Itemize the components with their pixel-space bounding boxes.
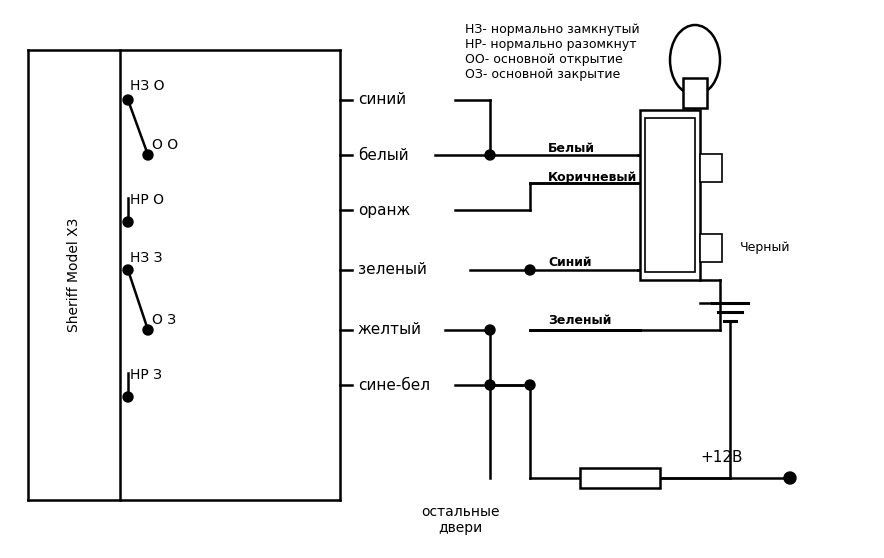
Circle shape <box>485 325 495 335</box>
Text: белый: белый <box>358 147 408 162</box>
Bar <box>700 154 722 182</box>
Text: О О: О О <box>152 138 178 152</box>
Bar <box>700 234 722 262</box>
Text: Черный: Черный <box>740 242 790 254</box>
Circle shape <box>123 392 133 402</box>
Circle shape <box>143 325 153 335</box>
Text: О З: О З <box>152 313 176 327</box>
Circle shape <box>123 95 133 105</box>
Text: остальные
двери: остальные двери <box>421 505 499 535</box>
Text: НЗ З: НЗ З <box>130 251 163 265</box>
Text: НР О: НР О <box>130 193 164 207</box>
Text: Коричневый: Коричневый <box>548 171 637 185</box>
Text: +12В: +12В <box>700 450 743 465</box>
Text: Sheriff Model X3: Sheriff Model X3 <box>67 218 81 332</box>
Text: желтый: желтый <box>358 323 422 338</box>
Ellipse shape <box>670 25 720 95</box>
Bar <box>580 468 660 488</box>
Text: Зеленый: Зеленый <box>548 314 612 326</box>
Circle shape <box>784 472 796 484</box>
Bar <box>683 78 707 108</box>
Text: зеленый: зеленый <box>358 262 427 277</box>
Text: Синий: Синий <box>548 257 591 270</box>
Circle shape <box>525 265 535 275</box>
Text: синий: синий <box>358 93 406 108</box>
Text: НЗ- нормально замкнутый
НР- нормально разомкнут
ОО- основной открытие
ОЗ- основн: НЗ- нормально замкнутый НР- нормально ра… <box>465 23 640 81</box>
Circle shape <box>123 265 133 275</box>
Text: НЗ О: НЗ О <box>130 79 164 93</box>
Circle shape <box>143 150 153 160</box>
Bar <box>645 118 695 272</box>
Circle shape <box>485 380 495 390</box>
Text: оранж: оранж <box>358 203 410 218</box>
Text: Белый: Белый <box>548 142 595 155</box>
Text: сине-бел: сине-бел <box>358 378 431 392</box>
Text: НР З: НР З <box>130 368 162 382</box>
Circle shape <box>123 217 133 227</box>
Circle shape <box>525 380 535 390</box>
Bar <box>640 110 700 280</box>
Circle shape <box>485 150 495 160</box>
